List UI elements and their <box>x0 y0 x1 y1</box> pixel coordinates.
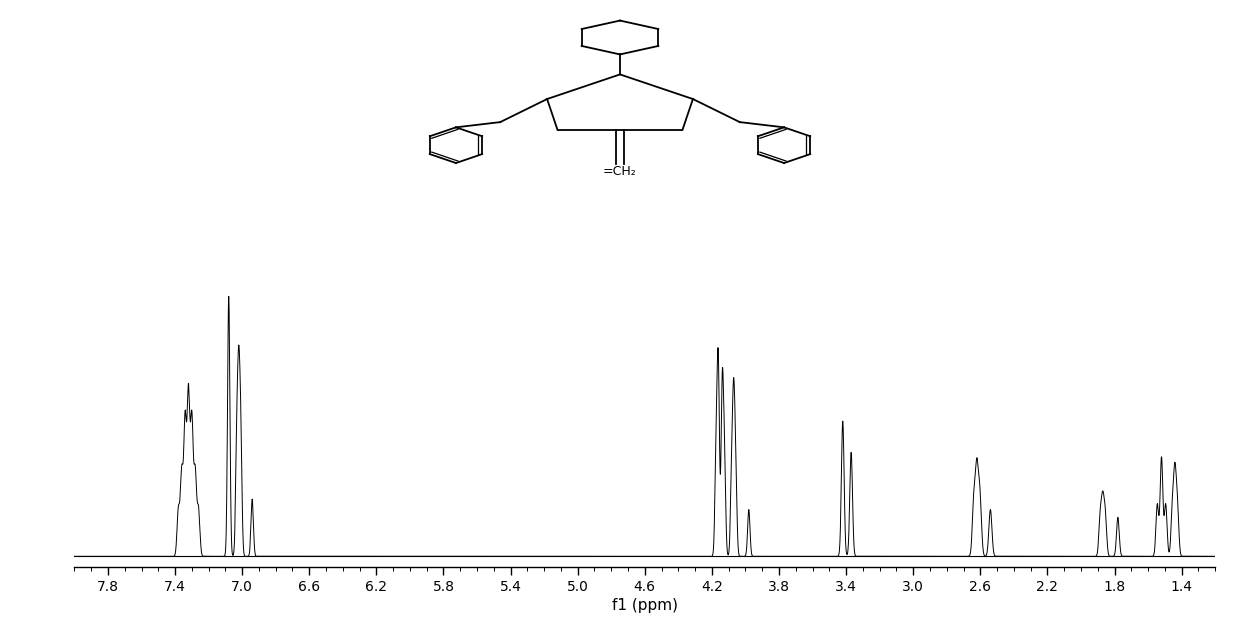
Text: =CH₂: =CH₂ <box>603 166 637 178</box>
X-axis label: f1 (ppm): f1 (ppm) <box>611 598 678 613</box>
